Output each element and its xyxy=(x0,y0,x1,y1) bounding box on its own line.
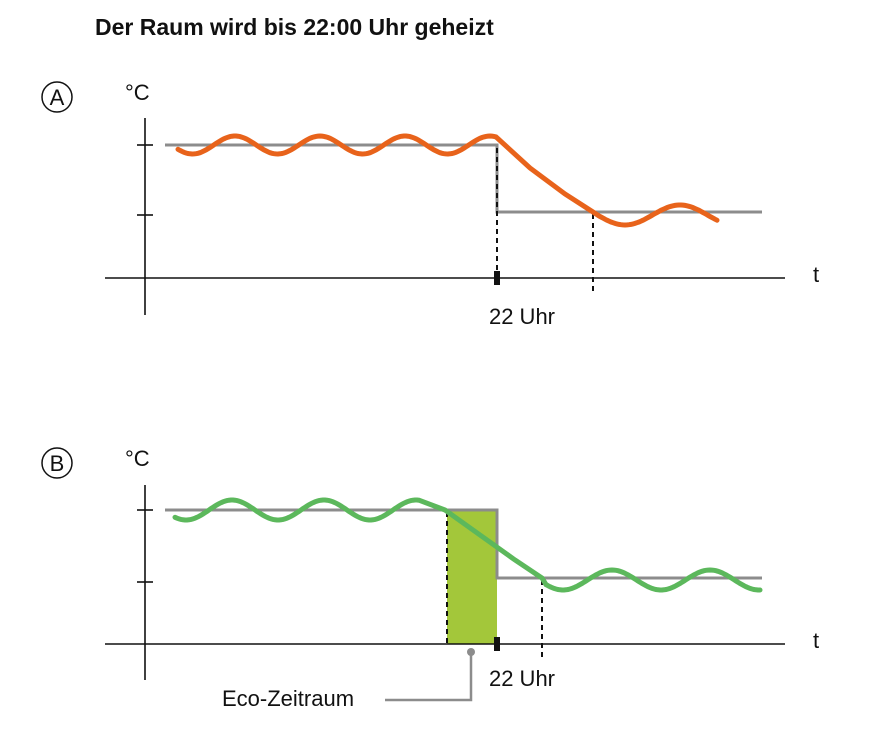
x-axis-label: t xyxy=(813,262,819,287)
title: Der Raum wird bis 22:00 Uhr geheizt xyxy=(95,14,494,40)
time-label: 22 Uhr xyxy=(489,666,555,691)
panel-b: B °C t 22 Uhr Eco-Zeitraum xyxy=(41,446,819,711)
y-axis-label: °C xyxy=(125,446,150,471)
panel-badge xyxy=(41,81,73,113)
period-label: Eco-Zeitraum xyxy=(222,686,354,711)
panel-badge xyxy=(41,447,73,479)
y-axis-label: °C xyxy=(125,80,150,105)
setpoint-line xyxy=(165,143,762,214)
panel-label: A xyxy=(50,85,65,110)
temperature-curve xyxy=(172,497,763,593)
time-label: 22 Uhr xyxy=(489,304,555,329)
temperature-curve xyxy=(175,133,720,228)
time-marker xyxy=(494,637,500,651)
x-axis-label: t xyxy=(813,628,819,653)
callout-line xyxy=(385,652,473,702)
panel-label: B xyxy=(50,451,65,476)
panel-a: A °C t 22 Uhr xyxy=(41,80,819,329)
